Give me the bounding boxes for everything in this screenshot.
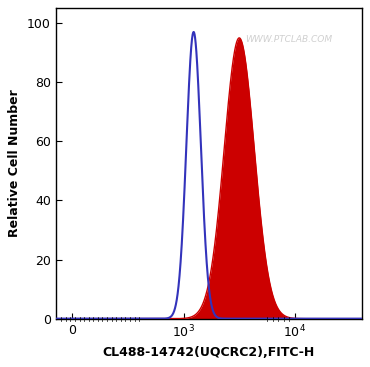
X-axis label: CL488-14742(UQCRC2),FITC-H: CL488-14742(UQCRC2),FITC-H [102,346,315,359]
Text: WWW.PTCLAB.COM: WWW.PTCLAB.COM [245,35,333,44]
Y-axis label: Relative Cell Number: Relative Cell Number [9,90,21,237]
